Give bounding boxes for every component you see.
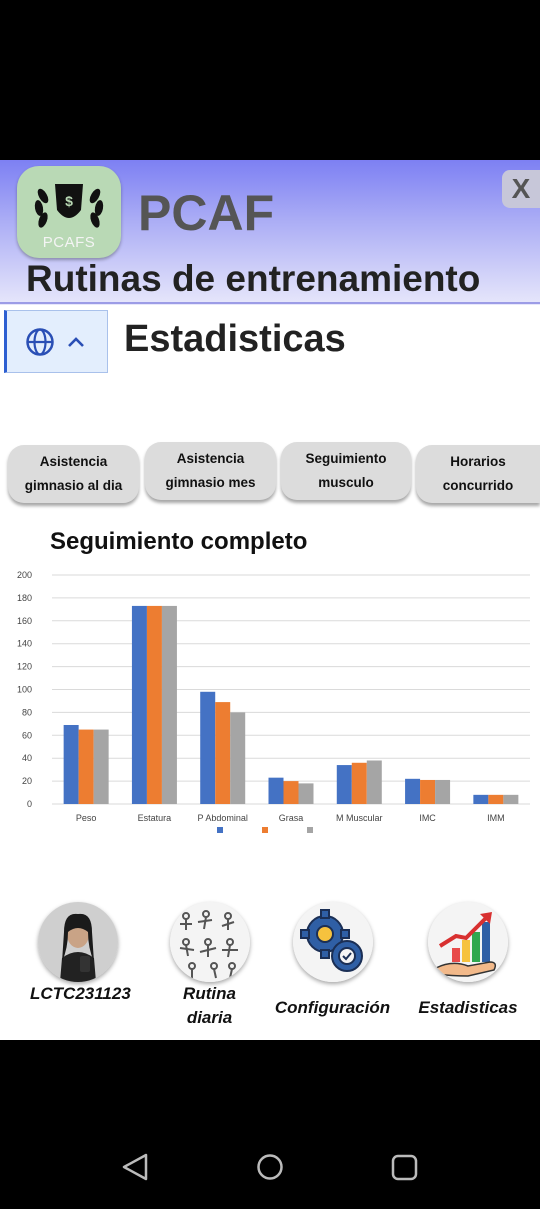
chart-bar: [420, 779, 436, 804]
chart-bar: [268, 777, 284, 804]
tab-horarios-concurrido[interactable]: Horarios concurrido: [416, 445, 540, 503]
home-icon[interactable]: [257, 1154, 283, 1180]
y-tick-label: 40: [22, 753, 32, 763]
nav-label: Configuración: [274, 998, 391, 1017]
section-title: Estadisticas: [124, 318, 346, 360]
laurel-shield-icon: $: [34, 184, 104, 228]
chart-bar: [161, 605, 177, 804]
nav-label: Rutina: [183, 984, 236, 1003]
language-button[interactable]: [4, 310, 108, 373]
chart-bar: [336, 765, 352, 804]
nav-estadisticas[interactable]: Estadisticas: [412, 902, 524, 1020]
x-tick-label: IMM: [487, 813, 505, 823]
back-icon[interactable]: [122, 1153, 148, 1181]
nav-configuracion[interactable]: Configuración: [270, 902, 395, 1020]
nav-profile[interactable]: LCTC231123: [30, 902, 131, 1006]
page-subtitle: Rutinas de entrenamiento: [26, 258, 481, 299]
y-tick-label: 100: [17, 685, 32, 695]
tab-seguimiento-musculo[interactable]: Seguimiento musculo: [281, 442, 411, 500]
y-tick-label: 200: [17, 570, 32, 580]
y-tick-label: 60: [22, 730, 32, 740]
chart-bar: [131, 605, 147, 804]
y-tick-label: 20: [22, 776, 32, 786]
y-tick-label: 80: [22, 707, 32, 717]
svg-text:$: $: [65, 193, 73, 209]
x-tick-label: M Muscular: [336, 813, 383, 823]
tab-label-line2: concurrido: [442, 478, 514, 493]
nav-rutina-diaria[interactable]: Rutina diaria: [162, 902, 257, 1030]
y-tick-label: 140: [17, 639, 32, 649]
y-tick-label: 160: [17, 616, 32, 626]
user-avatar: [37, 902, 118, 982]
system-navigation-bar: [0, 1130, 540, 1204]
gears-icon: [292, 902, 373, 982]
logo-text: PCAFS: [42, 234, 96, 251]
header-divider: [0, 302, 540, 304]
x-tick-label: P Abdominal: [198, 813, 248, 823]
chart-bar: [503, 794, 519, 804]
y-tick-label: 0: [27, 799, 32, 809]
nav-label: Estadisticas: [418, 998, 518, 1017]
x-tick-label: IMC: [419, 813, 436, 823]
legend-swatch: [262, 827, 268, 833]
app-logo: $ PCAFS: [17, 166, 121, 258]
tab-label-line2: gimnasio mes: [165, 475, 256, 490]
chart-title: Seguimiento completo: [50, 528, 308, 555]
chart-bar: [366, 760, 382, 804]
tab-asistencia-dia[interactable]: Asistencia gimnasio al dia: [8, 445, 139, 503]
nav-label: LCTC231123: [30, 984, 131, 1003]
x-tick-label: Peso: [76, 813, 97, 823]
tab-label-line1: Asistencia: [39, 454, 108, 469]
app-screen: $ PCAFS PCAF X Rutinas de entrenamiento …: [0, 160, 540, 1040]
tab-label-line1: Horarios: [450, 454, 506, 469]
header: $ PCAFS PCAF X Rutinas de entrenamiento: [0, 160, 540, 305]
chart-bar: [351, 762, 367, 804]
chart-bar: [298, 783, 314, 804]
y-tick-label: 120: [17, 662, 32, 672]
tab-asistencia-mes[interactable]: Asistencia gimnasio mes: [145, 442, 276, 500]
globe-icon: [26, 327, 54, 356]
recents-icon[interactable]: [391, 1154, 418, 1181]
chart-bar: [488, 794, 504, 804]
x-tick-label: Grasa: [279, 813, 304, 823]
tab-label-line1: Asistencia: [176, 451, 245, 466]
legend-swatch: [217, 827, 223, 833]
chart-bar: [146, 605, 162, 804]
chart-bar: [63, 724, 79, 804]
chart-bar: [435, 779, 451, 804]
y-tick-label: 180: [17, 593, 32, 603]
x-tick-label: Estatura: [138, 813, 172, 823]
tab-label-line2: gimnasio al dia: [24, 478, 123, 493]
growth-chart-icon: [428, 902, 508, 982]
chart-bar: [473, 794, 489, 804]
chart-bar: [215, 702, 231, 804]
chart-bar: [230, 712, 246, 804]
legend-swatch: [307, 827, 313, 833]
tab-label-line2: musculo: [318, 475, 374, 490]
exercise-chart-icon: [169, 902, 250, 982]
chart-bar: [405, 778, 421, 804]
chevron-up-icon: [68, 336, 84, 347]
chart-bar: [93, 729, 109, 804]
tab-label-line1: Seguimiento: [305, 451, 387, 466]
bar-chart: 0 20 40 60 80 100 120 140 160 180 200 Peso Estatura P…: [17, 570, 530, 833]
close-button[interactable]: X: [502, 170, 540, 208]
chart-bar: [78, 729, 94, 804]
nav-label-line2: diaria: [186, 1008, 233, 1027]
chart-bar: [200, 691, 216, 804]
brand-title: PCAF: [138, 185, 275, 241]
chart-bar: [283, 781, 299, 804]
